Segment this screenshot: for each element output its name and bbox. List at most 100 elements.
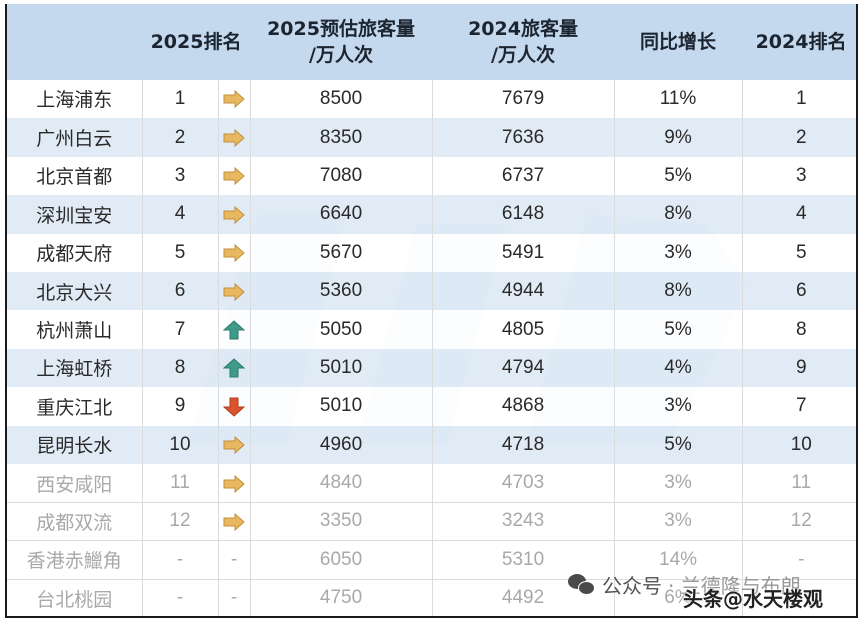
rank-2025: - — [142, 579, 219, 616]
arrow-right-icon — [223, 242, 245, 264]
rank-2025: - — [142, 540, 219, 580]
arrow-right-icon — [223, 203, 245, 225]
growth: 5% — [614, 425, 743, 464]
rank-2025: 6 — [142, 271, 219, 311]
wechat-icon — [568, 573, 596, 596]
header-growth: 同比增长 — [614, 4, 743, 80]
table-row: 香港赤鱲角 - -6050 5310 14% - — [7, 540, 856, 580]
growth: 8% — [614, 195, 743, 234]
arrow-right-icon — [223, 127, 245, 149]
trend-cell — [218, 80, 251, 119]
trend-cell — [218, 502, 251, 542]
est-2025: 5050 — [250, 310, 433, 349]
est-2025: 4960 — [250, 425, 433, 464]
est-2025: 5670 — [250, 233, 433, 272]
est-2025: 6640 — [250, 195, 433, 234]
airport-name: 成都双流 — [7, 502, 143, 542]
rank-2024: 5 — [742, 233, 856, 272]
airport-name: 成都天府 — [7, 233, 143, 272]
growth: 3% — [614, 502, 743, 542]
rank-2025: 4 — [142, 195, 219, 234]
growth: 14% — [614, 540, 743, 580]
airport-ranking-table: 2025排名 2025预估旅客量/万人次 2024旅客量/万人次 同比增长 20… — [7, 4, 856, 616]
rank-2024: 7 — [742, 387, 856, 426]
rank-2025: 12 — [142, 502, 219, 542]
trend-cell — [218, 310, 251, 349]
header-airport — [7, 4, 142, 80]
arrow-right-icon — [223, 434, 245, 456]
table-row: 成都天府 5 5670 5491 3% 5 — [7, 233, 856, 272]
rank-2024: 6 — [742, 271, 856, 311]
est-2025: 5360 — [250, 271, 433, 311]
pax-2024: 5310 — [432, 540, 615, 580]
rank-2024: 11 — [742, 463, 856, 503]
est-2025: 7080 — [250, 156, 433, 196]
arrow-up-icon — [223, 319, 245, 341]
table-row: 杭州萧山 7 5050 4805 5% 8 — [7, 310, 856, 349]
trend-cell — [218, 233, 251, 272]
rank-2024: 10 — [742, 425, 856, 464]
est-2025: 8500 — [250, 80, 433, 119]
pax-2024: 4718 — [432, 425, 615, 464]
est-2025: 5010 — [250, 387, 433, 426]
trend-cell — [218, 387, 251, 426]
airport-ranking-table-frame: 2025排名 2025预估旅客量/万人次 2024旅客量/万人次 同比增长 20… — [5, 4, 858, 618]
table-row: 上海虹桥 8 5010 4794 4% 9 — [7, 348, 856, 388]
trend-cell — [218, 156, 251, 196]
trend-cell — [218, 118, 251, 157]
pax-2024: 4868 — [432, 387, 615, 426]
pax-2024: 4805 — [432, 310, 615, 349]
pax-2024: 7679 — [432, 80, 615, 119]
table-header-row: 2025排名 2025预估旅客量/万人次 2024旅客量/万人次 同比增长 20… — [7, 4, 856, 80]
pax-2024: 3243 — [432, 502, 615, 542]
arrow-right-icon — [223, 88, 245, 110]
pax-2024: 7636 — [432, 118, 615, 157]
growth: 4% — [614, 348, 743, 388]
airport-name: 北京首都 — [7, 156, 143, 196]
table-row: 广州白云 2 8350 7636 9% 2 — [7, 118, 856, 157]
rank-2024: 4 — [742, 195, 856, 234]
trend-cell — [218, 348, 251, 388]
rank-2024 — [742, 579, 856, 616]
arrow-right-icon — [223, 280, 245, 302]
rank-2025: 3 — [142, 156, 219, 196]
header-rank-2025: 2025排名 — [142, 4, 251, 80]
airport-name: 台北桃园 — [7, 579, 143, 616]
table-row: 北京大兴 6 5360 4944 8% 6 — [7, 271, 856, 311]
table-row: 成都双流 12 3350 3243 3% 12 — [7, 502, 856, 542]
table-row: 台北桃园 - -4750 4492 6% — [7, 579, 856, 616]
rank-2024: 8 — [742, 310, 856, 349]
rank-2024: 2 — [742, 118, 856, 157]
pax-2024: 4703 — [432, 463, 615, 503]
trend-cell — [218, 195, 251, 234]
table-row: 北京首都 3 7080 6737 5% 3 — [7, 156, 856, 196]
airport-name: 北京大兴 — [7, 271, 143, 311]
est-2025: 8350 — [250, 118, 433, 157]
est-2025: 4750 — [250, 579, 433, 616]
growth: 3% — [614, 387, 743, 426]
growth: 3% — [614, 233, 743, 272]
pax-2024: 6737 — [432, 156, 615, 196]
airport-name: 重庆江北 — [7, 387, 143, 426]
rank-2025: 7 — [142, 310, 219, 349]
rank-2024: - — [742, 540, 856, 580]
trend-cell — [218, 463, 251, 503]
airport-name: 杭州萧山 — [7, 310, 143, 349]
rank-2025: 8 — [142, 348, 219, 388]
trend-cell — [218, 425, 251, 464]
rank-2025: 10 — [142, 425, 219, 464]
growth: 5% — [614, 156, 743, 196]
rank-2024: 1 — [742, 80, 856, 119]
est-2025: 5010 — [250, 348, 433, 388]
pax-2024: 4794 — [432, 348, 615, 388]
header-est-2025: 2025预估旅客量/万人次 — [250, 4, 433, 80]
airport-name: 上海浦东 — [7, 80, 143, 119]
rank-2024: 3 — [742, 156, 856, 196]
growth: 9% — [614, 118, 743, 157]
growth: 8% — [614, 271, 743, 311]
rank-2024: 12 — [742, 502, 856, 542]
arrow-right-icon — [223, 165, 245, 187]
trend-placeholder: - — [218, 579, 251, 616]
arrow-right-icon — [223, 472, 245, 494]
pax-2024: 4944 — [432, 271, 615, 311]
